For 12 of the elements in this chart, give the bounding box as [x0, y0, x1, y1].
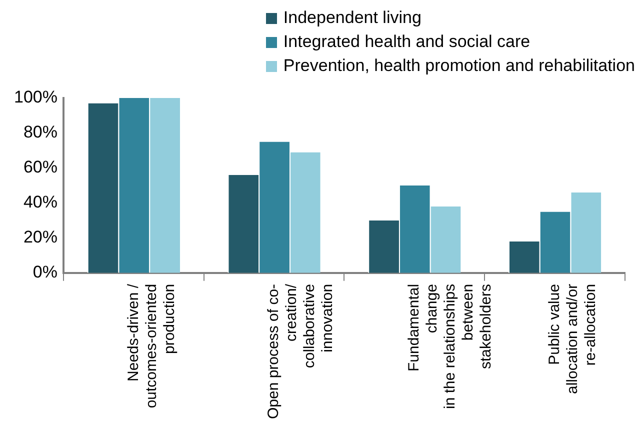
x-tick-label: Needs-driven / outcomes-oriented production: [124, 283, 178, 408]
y-tick-label: 40%: [23, 192, 58, 212]
y-tick-label: 20%: [23, 228, 58, 247]
legend-label: Independent living: [283, 8, 422, 28]
legend-label: Integrated health and social care: [283, 32, 530, 52]
y-tick-label: 60%: [23, 158, 58, 177]
y-tick-label: 100%: [14, 88, 58, 107]
x-tick-label: Open process of co- creation/ collaborative innovation: [265, 283, 336, 420]
x-tick-label: Fundamental change in the relationships between stakeholders: [406, 284, 495, 410]
y-tick-label: 80%: [23, 122, 58, 142]
legend-label: Prevention, health promotion and rehabilitation: [283, 56, 635, 76]
y-tick-label: 0%: [32, 262, 58, 282]
